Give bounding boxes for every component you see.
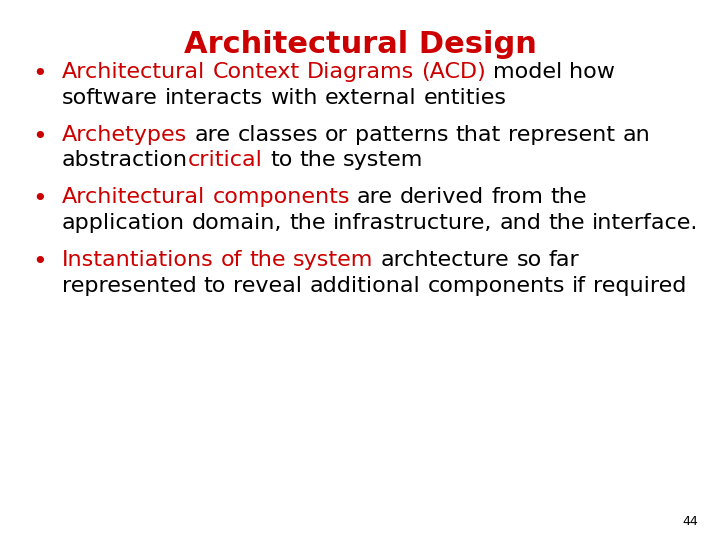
Text: Architectural Design: Architectural Design [184,30,536,59]
Text: interacts: interacts [165,87,263,107]
Text: patterns: patterns [355,125,449,145]
Text: far: far [549,250,580,270]
Text: 44: 44 [683,515,698,528]
Text: of: of [221,250,243,270]
Text: represent: represent [508,125,616,145]
Text: •: • [32,62,47,86]
Text: derived: derived [400,187,485,207]
Text: the: the [289,213,326,233]
Text: •: • [32,187,47,212]
Text: Diagrams: Diagrams [307,62,414,82]
Text: the: the [550,187,587,207]
Text: components: components [212,187,350,207]
Text: abstraction: abstraction [62,150,188,170]
Text: the: the [549,213,585,233]
Text: model: model [493,62,562,82]
Text: with: with [270,87,318,107]
Text: that: that [456,125,501,145]
Text: if: if [572,276,586,296]
Text: system: system [293,250,374,270]
Text: the: the [300,150,336,170]
Text: represented: represented [62,276,197,296]
Text: or: or [325,125,348,145]
Text: so: so [516,250,541,270]
Text: interface.: interface. [593,213,698,233]
Text: infrastructure,: infrastructure, [333,213,492,233]
Text: system: system [343,150,423,170]
Text: •: • [32,250,47,274]
Text: the: the [250,250,286,270]
Text: Architectural: Architectural [62,62,205,82]
Text: Instantiations: Instantiations [62,250,214,270]
Text: reveal: reveal [233,276,302,296]
Text: entities: entities [423,87,506,107]
Text: and: and [500,213,541,233]
Text: additional: additional [310,276,420,296]
Text: to: to [204,276,226,296]
Text: how: how [570,62,616,82]
Text: domain,: domain, [192,213,282,233]
Text: required: required [593,276,687,296]
Text: archtecture: archtecture [381,250,509,270]
Text: critical: critical [188,150,263,170]
Text: an: an [622,125,650,145]
Text: Archetypes: Archetypes [62,125,187,145]
Text: components: components [428,276,565,296]
Text: external: external [325,87,416,107]
Text: to: to [270,150,292,170]
Text: Architectural: Architectural [62,187,205,207]
Text: Context: Context [212,62,300,82]
Text: (ACD): (ACD) [421,62,486,82]
Text: from: from [491,187,544,207]
Text: •: • [32,125,47,148]
Text: application: application [62,213,185,233]
Text: are: are [194,125,230,145]
Text: are: are [357,187,393,207]
Text: software: software [62,87,158,107]
Text: classes: classes [238,125,318,145]
